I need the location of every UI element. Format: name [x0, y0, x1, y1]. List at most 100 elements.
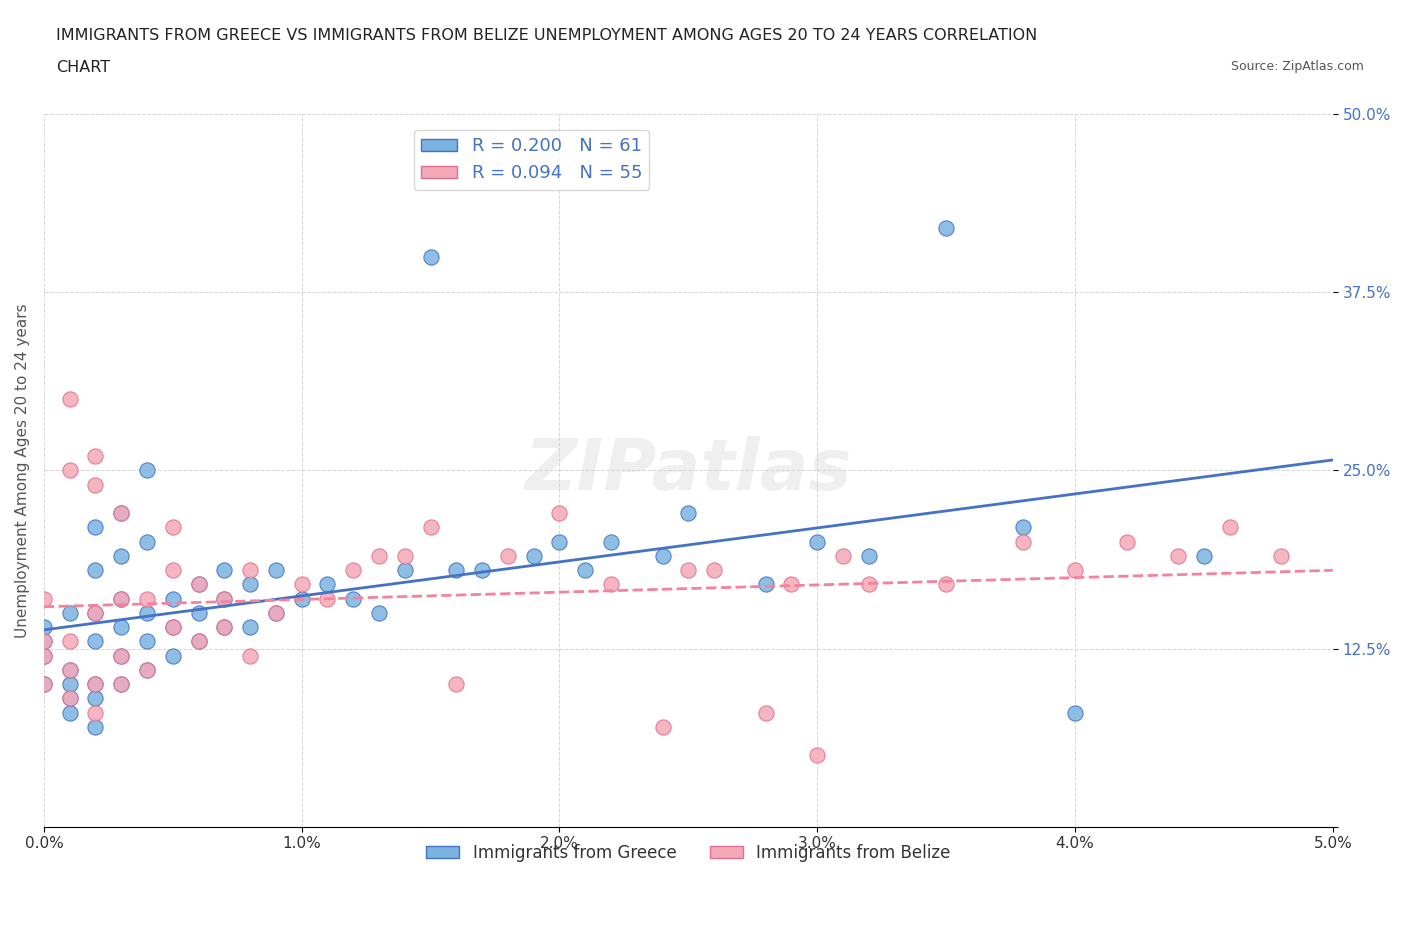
Point: [32, 591, 55, 606]
Point: [678, 563, 700, 578]
Point: [1064, 705, 1087, 720]
Point: [755, 705, 778, 720]
Point: [110, 619, 132, 634]
Point: [136, 662, 159, 677]
Point: [110, 591, 132, 606]
Point: [84, 677, 107, 692]
Point: [858, 577, 880, 591]
Point: [162, 648, 184, 663]
Point: [84, 605, 107, 620]
Point: [110, 506, 132, 521]
Text: CHART: CHART: [56, 60, 110, 75]
Point: [1115, 534, 1137, 549]
Point: [162, 591, 184, 606]
Point: [214, 591, 236, 606]
Point: [59, 605, 82, 620]
Point: [291, 591, 314, 606]
Point: [368, 549, 391, 564]
Point: [291, 577, 314, 591]
Point: [806, 748, 828, 763]
Point: [110, 677, 132, 692]
Point: [162, 520, 184, 535]
Point: [548, 506, 571, 521]
Point: [110, 648, 132, 663]
Point: [600, 534, 623, 549]
Point: [84, 448, 107, 463]
Point: [239, 619, 262, 634]
Point: [264, 605, 287, 620]
Point: [214, 563, 236, 578]
Point: [110, 591, 132, 606]
Text: IMMIGRANTS FROM GREECE VS IMMIGRANTS FROM BELIZE UNEMPLOYMENT AMONG AGES 20 TO 2: IMMIGRANTS FROM GREECE VS IMMIGRANTS FRO…: [56, 28, 1038, 43]
Point: [84, 634, 107, 649]
Point: [419, 520, 441, 535]
Point: [59, 705, 82, 720]
Point: [136, 662, 159, 677]
Point: [187, 634, 209, 649]
Point: [32, 648, 55, 663]
Point: [394, 549, 416, 564]
Point: [523, 549, 546, 564]
Y-axis label: Unemployment Among Ages 20 to 24 years: Unemployment Among Ages 20 to 24 years: [15, 303, 30, 638]
Point: [574, 563, 596, 578]
Point: [446, 563, 468, 578]
Point: [162, 619, 184, 634]
Point: [84, 605, 107, 620]
Point: [136, 534, 159, 549]
Point: [1064, 563, 1087, 578]
Point: [935, 577, 957, 591]
Point: [446, 677, 468, 692]
Point: [316, 591, 339, 606]
Point: [394, 563, 416, 578]
Point: [162, 619, 184, 634]
Point: [239, 648, 262, 663]
Point: [110, 677, 132, 692]
Point: [110, 648, 132, 663]
Text: Source: ZipAtlas.com: Source: ZipAtlas.com: [1230, 60, 1364, 73]
Point: [342, 591, 364, 606]
Point: [755, 577, 778, 591]
Point: [858, 549, 880, 564]
Text: ZIPatlas: ZIPatlas: [524, 436, 852, 505]
Point: [136, 591, 159, 606]
Point: [678, 506, 700, 521]
Point: [214, 619, 236, 634]
Point: [1219, 520, 1241, 535]
Point: [368, 605, 391, 620]
Point: [110, 549, 132, 564]
Point: [59, 634, 82, 649]
Point: [651, 549, 673, 564]
Point: [1192, 549, 1215, 564]
Point: [162, 563, 184, 578]
Point: [84, 720, 107, 735]
Point: [1270, 549, 1292, 564]
Point: [496, 549, 519, 564]
Point: [1167, 549, 1189, 564]
Point: [59, 463, 82, 478]
Point: [703, 563, 725, 578]
Point: [110, 506, 132, 521]
Point: [548, 534, 571, 549]
Point: [59, 677, 82, 692]
Point: [187, 634, 209, 649]
Point: [187, 577, 209, 591]
Point: [264, 563, 287, 578]
Point: [84, 705, 107, 720]
Point: [59, 662, 82, 677]
Point: [471, 563, 494, 578]
Point: [136, 634, 159, 649]
Point: [1012, 534, 1035, 549]
Point: [214, 619, 236, 634]
Point: [32, 648, 55, 663]
Point: [59, 691, 82, 706]
Point: [780, 577, 803, 591]
Point: [32, 619, 55, 634]
Point: [59, 662, 82, 677]
Point: [187, 577, 209, 591]
Point: [59, 691, 82, 706]
Point: [239, 577, 262, 591]
Point: [600, 577, 623, 591]
Point: [84, 477, 107, 492]
Point: [84, 677, 107, 692]
Point: [419, 249, 441, 264]
